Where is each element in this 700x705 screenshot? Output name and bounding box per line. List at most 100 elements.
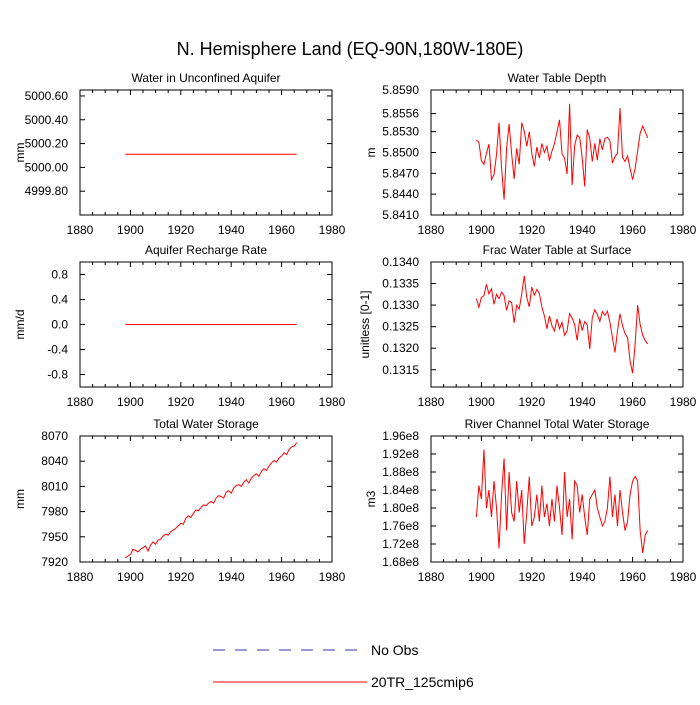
y-tick-label: 1.96e8 [382,429,419,443]
x-tick-label: 1940 [218,395,245,409]
x-tick-label: 1960 [619,223,646,237]
y-tick-label: 0.1315 [382,363,419,377]
x-tick-label: 1980 [319,570,346,584]
x-tick-label: 1920 [167,570,194,584]
x-tick-label: 1980 [670,570,697,584]
chart-title: Frac Water Table at Surface [483,243,632,257]
chart-panel-2: Water Table Depth 1880 1900 1920 1940 1960 198… [364,71,697,237]
legend-model-label: 20TR_125cmip6 [371,674,474,690]
y-tick-label: 5000.00 [25,160,69,174]
y-tick-label: 0.8 [51,268,68,282]
y-tick-label: 1.68e8 [382,555,419,569]
x-tick-label: 1960 [619,395,646,409]
y-tick-label: -0.4 [47,343,68,357]
chart-panel-1: Water in Unconfined Aquifer 1880 1900 1920 1… [13,71,346,237]
x-tick-label: 1880 [418,223,445,237]
plot-frame [430,435,684,563]
y-tick-label: 5.8590 [382,83,419,97]
x-tick-label: 1920 [167,395,194,409]
x-tick-label: 1940 [569,395,596,409]
y-axis-label: mm [13,489,27,509]
x-tick-label: 1980 [670,395,697,409]
figure-title: N. Hemisphere Land (EQ-90N,180W-180E) [177,39,524,59]
x-tick-label: 1940 [569,570,596,584]
y-axis-label: m3 [364,490,378,507]
y-axis-label: mm/d [13,310,27,340]
y-tick-label: 5.8556 [382,107,419,121]
chart-title: Total Water Storage [153,417,259,431]
x-tick-label: 1880 [418,570,445,584]
y-tick-label: 7980 [41,505,68,519]
plot-frame [79,435,333,563]
x-tick-label: 1980 [319,395,346,409]
x-tick-label: 1900 [117,223,144,237]
y-tick-label: 5000.60 [25,89,69,103]
legend-obs-label: No Obs [371,642,418,658]
chart-panel-6: River Channel Total Water Storage 1880 190… [364,417,697,584]
series-line-1 [476,103,649,200]
chart-title: Aquifer Recharge Rate [145,243,267,257]
x-tick-label: 1960 [268,395,295,409]
x-tick-label: 1900 [117,395,144,409]
x-tick-label: 1960 [268,223,295,237]
x-tick-label: 1960 [619,570,646,584]
x-tick-label: 1980 [319,223,346,237]
y-tick-label: 8070 [41,429,68,443]
y-tick-label: 0.1320 [382,341,419,355]
y-tick-label: 0.1330 [382,298,419,312]
x-tick-label: 1920 [167,223,194,237]
x-tick-label: 1940 [218,570,245,584]
y-tick-label: 5.8500 [382,146,419,160]
x-tick-label: 1980 [670,223,697,237]
y-tick-label: 5.8470 [382,166,419,180]
y-tick-label: 0.1325 [382,320,419,334]
x-tick-label: 1920 [518,395,545,409]
y-tick-label: 1.80e8 [382,501,419,515]
y-tick-label: 8010 [41,479,68,493]
y-axis-label: mm [13,143,27,163]
x-tick-label: 1960 [268,570,295,584]
x-tick-label: 1920 [518,223,545,237]
y-tick-label: 1.72e8 [382,537,419,551]
chart-title: Water Table Depth [508,71,607,85]
y-tick-label: 4999.80 [25,184,69,198]
y-tick-label: 5000.40 [25,113,69,127]
y-tick-label: 7920 [41,555,68,569]
y-tick-label: 0.4 [51,293,68,307]
x-tick-label: 1880 [67,223,94,237]
plot-frame [430,89,684,216]
y-tick-label: 1.84e8 [382,483,419,497]
x-tick-label: 1880 [418,395,445,409]
x-tick-label: 1940 [218,223,245,237]
chart-panel-4: Frac Water Table at Surface 1880 1900 1920 1… [358,243,697,409]
x-tick-label: 1900 [468,570,495,584]
series-line-1 [475,449,649,554]
y-tick-label: 1.76e8 [382,519,419,533]
x-tick-label: 1920 [518,570,545,584]
plot-frame [430,261,684,388]
y-axis-label: unitless [0-1] [358,290,372,358]
chart-panel-3: Aquifer Recharge Rate 1880 1900 1920 1940 196… [13,243,346,409]
y-tick-label: 5.8410 [382,208,419,222]
x-tick-label: 1880 [67,395,94,409]
chart-panel-5: Total Water Storage 1880 1900 1920 1940 1960 1… [13,417,346,584]
y-axis-label: m [364,148,378,158]
y-tick-label: 8040 [41,454,68,468]
y-tick-label: 7950 [41,530,68,544]
panel-grid: Water in Unconfined Aquifer 1880 1900 1920 1… [13,71,697,584]
y-tick-label: 5.8530 [382,125,419,139]
y-tick-label: 0.1340 [382,255,419,269]
y-tick-label: 1.92e8 [382,447,419,461]
x-tick-label: 1880 [67,570,94,584]
series-line-1 [125,442,298,559]
series-line-1 [475,275,649,374]
x-tick-label: 1900 [468,223,495,237]
y-tick-label: 0.1335 [382,277,419,291]
x-tick-label: 1900 [117,570,144,584]
chart-title: River Channel Total Water Storage [465,417,650,431]
plot-frame [79,89,333,216]
y-tick-label: -0.8 [47,368,68,382]
chart-title: Water in Unconfined Aquifer [132,71,281,85]
